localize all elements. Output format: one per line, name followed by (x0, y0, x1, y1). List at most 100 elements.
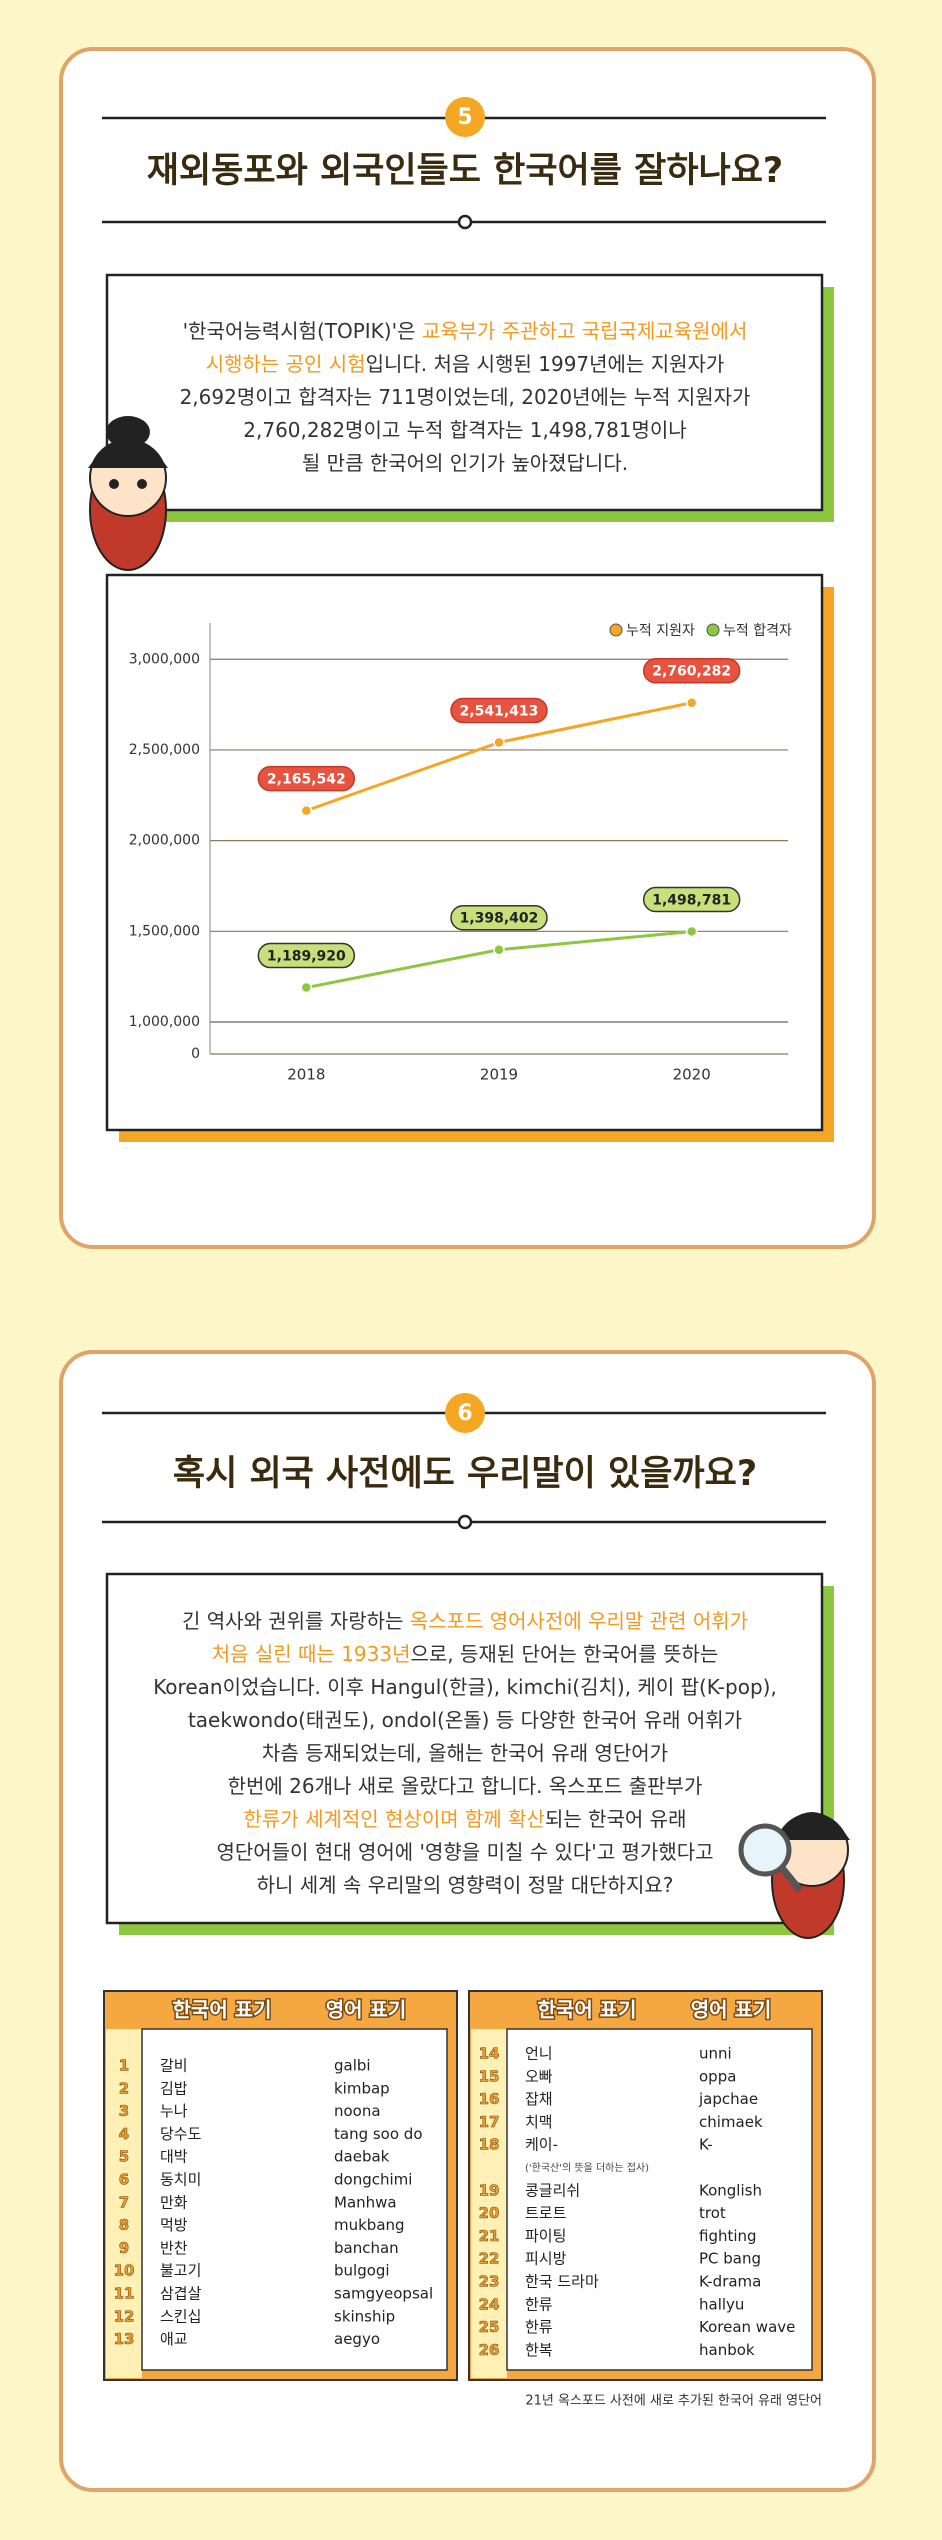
y-tick-label: 3,000,000 (129, 651, 200, 667)
english-word: hallyu (699, 2295, 744, 2313)
column-header: 한국어 표기 (538, 1998, 637, 2022)
word-tables: 한국어 표기 영어 표기 1 갈비 galbi 2 김밥 kimbap 3 누나 noona 4 당수도… (103, 1990, 823, 2381)
text-line: 처음 실린 때는 1933년으로, 등재된 단어는 한국어를 뜻하는 (212, 1642, 719, 1666)
korean-word: 삼겹살 (160, 2285, 202, 2303)
column-header: 한국어 표기 (173, 1998, 272, 2022)
highlight: 옥스포드 영어사전에 우리말 관련 어휘가 (410, 1609, 748, 1633)
label-pill (450, 697, 548, 724)
korean-word: 치맥 (525, 2113, 553, 2131)
label-pill (450, 904, 548, 931)
korean-word: 대박 (160, 2148, 188, 2166)
english-word: samgyeopsal (334, 2285, 433, 2303)
highlight: 한류가 세계적인 현상이며 함께 확산 (244, 1807, 545, 1831)
row-number: 13 (114, 2330, 135, 2348)
text-line: taekwondo(태권도), ondol(온돌) 등 다양한 한국어 유래 어… (188, 1708, 742, 1732)
korean-word: 당수도 (160, 2125, 202, 2143)
text-span: 되는 한국어 유래 (545, 1807, 687, 1831)
y-tick-label: 2,500,000 (129, 742, 200, 758)
text-box (105, 1572, 824, 1925)
row-number: 17 (479, 2113, 500, 2131)
row-number: 7 (119, 2193, 129, 2211)
english-word: Korean wave (699, 2318, 795, 2336)
english-word: daebak (334, 2148, 390, 2166)
korean-word: 동치미 (160, 2171, 201, 2189)
english-word: fighting (699, 2227, 757, 2245)
legend-label: 누적 합격자 (723, 623, 792, 639)
row-number: 6 (119, 2171, 129, 2189)
row-number: 8 (119, 2216, 129, 2234)
text-line: 한번에 26개나 새로 올랐다고 합니다. 옥스포드 출판부가 (228, 1774, 703, 1798)
data-label: 1,189,920 (267, 949, 346, 965)
number-strip (471, 2029, 507, 2378)
row-number: 23 (479, 2273, 500, 2291)
english-word: kimbap (334, 2079, 390, 2097)
number-badge (445, 1393, 485, 1433)
point (300, 804, 313, 817)
english-word: galbi (334, 2057, 371, 2075)
row-number: 3 (119, 2102, 129, 2120)
section-number: 6 (457, 1401, 472, 1426)
x-tick-label: 2020 (673, 1066, 711, 1084)
english-word: Manhwa (334, 2193, 397, 2211)
text-span: 2,760,282명이고 누적 합격자는 1,498,781명이나 (243, 418, 686, 442)
text-line: Korean이었습니다. 이후 Hangul(한글), kimchi(김치), … (153, 1675, 777, 1699)
data-label: 2,541,413 (460, 703, 539, 719)
english-word: chimaek (699, 2113, 763, 2131)
row-number: 14 (479, 2045, 500, 2063)
y-tick-label: 2,000,000 (129, 833, 200, 849)
character (88, 416, 168, 571)
row-number: 16 (479, 2090, 500, 2108)
english-word: hanbok (699, 2341, 755, 2359)
text-box (105, 273, 824, 512)
table-body (141, 2028, 448, 2371)
text-span: 차츰 등재되었는데, 올해는 한국어 유래 영단어가 (262, 1741, 668, 1765)
text-span: 입니다. 처음 시행된 1997년에는 지원자가 (366, 352, 725, 376)
korean-word: 한류 (525, 2318, 553, 2336)
line-chart: 0 1,000,000 1,500,000 2,000,000 2,500,000 3,0… (129, 623, 792, 1084)
row-number: 22 (479, 2250, 500, 2268)
korean-word: 누나 (160, 2102, 188, 2120)
point (685, 925, 698, 938)
korean-word: 케이- (525, 2136, 558, 2154)
korean-word: 만화 (160, 2193, 188, 2211)
data-label: 1,498,781 (652, 893, 731, 909)
english-word: bulgogi (334, 2262, 390, 2280)
row-number: 15 (479, 2067, 500, 2085)
korean-word: 한복 (525, 2341, 553, 2359)
row-number: 18 (479, 2136, 500, 2154)
korean-word: 갈비 (160, 2057, 188, 2075)
text-span: 영단어들이 현대 영어에 '영향을 미칠 수 있다'고 평가했다고 (216, 1840, 713, 1864)
highlight: 처음 실린 때는 1933년 (212, 1642, 411, 1666)
english-word: oppa (699, 2067, 736, 2085)
english-word: PC bang (699, 2250, 761, 2268)
text-span: 2,692명이고 합격자는 711명이었는데, 2020년에는 누적 지원자가 (180, 385, 751, 409)
korean-word: 오빠 (525, 2067, 553, 2085)
korean-word: 콩글리쉬 (525, 2181, 580, 2199)
korean-word: 한류 (525, 2295, 553, 2313)
point (493, 736, 505, 749)
section-number: 5 (457, 105, 472, 130)
text-line: 될 만큼 한국어의 인기가 높아졌답니다. (302, 451, 628, 475)
text-span: 한번에 26개나 새로 올랐다고 합니다. 옥스포드 출판부가 (228, 1774, 703, 1798)
y-tick-label: 1,000,000 (129, 1014, 200, 1030)
label-pill (642, 657, 741, 684)
korean-word: 먹방 (160, 2216, 188, 2234)
point (493, 943, 505, 956)
table-body (506, 2028, 813, 2371)
english-word: Konglish (699, 2181, 762, 2199)
text-span: taekwondo(태권도), ondol(온돌) 등 다양한 한국어 유래 어… (188, 1708, 742, 1732)
row-number: 11 (114, 2285, 135, 2303)
point (300, 981, 313, 994)
korean-word: 언니 (525, 2045, 553, 2063)
footnote: 21년 옥스포드 사전에 새로 추가된 한국어 유래 영단어 (525, 2394, 822, 2409)
column-header: 영어 표기 (326, 1998, 407, 2022)
y-tick-label: 0 (191, 1046, 200, 1062)
x-tick-label: 2018 (287, 1066, 325, 1084)
label-pill (257, 765, 356, 792)
english-word: tang soo do (334, 2125, 423, 2143)
section-title: 혹시 외국 사전에도 우리말이 있을까요? (173, 1454, 757, 1494)
text-span: Korean이었습니다. 이후 Hangul(한글), kimchi(김치), … (153, 1675, 777, 1699)
